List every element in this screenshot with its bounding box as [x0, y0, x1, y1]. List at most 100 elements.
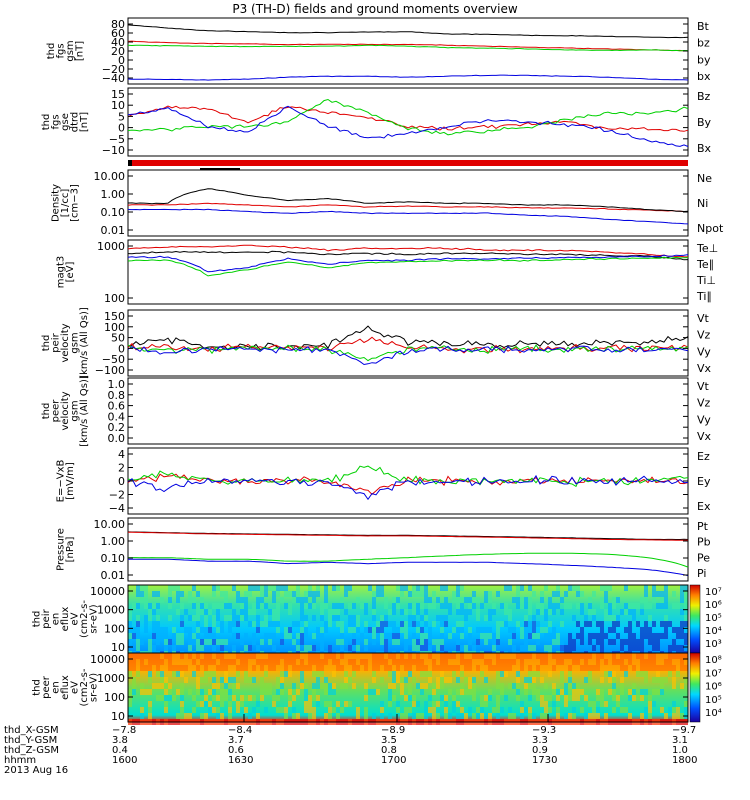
spectrogram-cell — [196, 659, 200, 665]
spectrogram-cell — [616, 695, 620, 701]
spectrogram-cell — [304, 665, 308, 671]
spectrogram-cell — [620, 639, 624, 645]
spectrogram-cell — [340, 645, 344, 651]
spectrogram-cell — [128, 665, 132, 671]
spectrogram-cell — [484, 597, 488, 603]
spectrogram-cell — [276, 707, 280, 713]
spectrogram-cell — [192, 671, 196, 677]
y-axis-label-line: thd — [41, 335, 52, 352]
spectrogram-cell — [300, 627, 304, 633]
spectrogram-cell — [444, 653, 448, 659]
spectrogram-cell — [428, 627, 432, 633]
spectrogram-cell — [584, 713, 588, 719]
spectrogram-cell — [680, 713, 684, 719]
spectrogram-cell — [372, 591, 376, 597]
spectrogram-cell — [224, 653, 228, 659]
spectrogram-cell — [656, 603, 660, 609]
spectrogram-cell — [352, 639, 356, 645]
spectrogram-cell — [180, 615, 184, 621]
spectrogram-cell — [248, 609, 252, 615]
spectrogram-cell — [460, 633, 464, 639]
spectrogram-cell — [308, 659, 312, 665]
spectrogram-cell — [660, 707, 664, 713]
spectrogram-cell — [644, 689, 648, 695]
colorbar-tick-label: 10⁶ — [705, 600, 722, 611]
spectrogram-cell — [188, 665, 192, 671]
spectrogram-cell — [608, 665, 612, 671]
spectrogram-cell — [328, 713, 332, 719]
spectrogram-cell — [316, 585, 320, 591]
spectrogram-cell — [556, 603, 560, 609]
spectrogram-cell — [508, 683, 512, 689]
spectrogram-cell — [296, 665, 300, 671]
spectrogram-cell — [424, 653, 428, 659]
spectrogram-cell — [592, 659, 596, 665]
spectrogram-cell — [304, 653, 308, 659]
spectrogram-cell — [132, 683, 136, 689]
spectrogram-cell — [208, 665, 212, 671]
spectrogram-cell — [232, 695, 236, 701]
spectrogram-cell — [132, 633, 136, 639]
spectrogram-cell — [196, 665, 200, 671]
spectrogram-cell — [572, 713, 576, 719]
spectrogram-cell — [404, 653, 408, 659]
spectrogram-cell — [536, 689, 540, 695]
spectrogram-cell — [560, 671, 564, 677]
spectrogram-cell — [528, 645, 532, 651]
y-tick-label: 0.01 — [101, 224, 126, 237]
spectrogram-cell — [488, 615, 492, 621]
spectrogram-cell — [384, 665, 388, 671]
spectrogram-cell — [220, 639, 224, 645]
spectrogram-cell — [564, 603, 568, 609]
spectrogram-cell — [628, 695, 632, 701]
series-line-fgs-gsm — [127, 44, 689, 52]
spectrogram-cell — [488, 597, 492, 603]
spectrogram-cell — [636, 695, 640, 701]
y-axis-label-line: (cm2-s- — [79, 600, 90, 638]
spectrogram-cell — [556, 695, 560, 701]
spectrogram-cell — [136, 621, 140, 627]
spectrogram-cell — [152, 653, 156, 659]
spectrogram-cell — [680, 591, 684, 597]
y-axis-label-line: gsm — [65, 40, 76, 61]
spectrogram-cell — [452, 591, 456, 597]
spectrogram-cell — [440, 665, 444, 671]
spectrogram-cell — [596, 713, 600, 719]
spectrogram-cell — [252, 585, 256, 591]
spectrogram-cell — [344, 665, 348, 671]
spectrogram-cell — [228, 627, 232, 633]
spectrogram-cell — [332, 659, 336, 665]
spectrogram-cell — [524, 597, 528, 603]
spectrogram-cell — [600, 645, 604, 651]
spectrogram-cell — [452, 659, 456, 665]
spectrogram-cell — [212, 633, 216, 639]
spectrogram-cell — [328, 621, 332, 627]
spectrogram-cell — [420, 591, 424, 597]
spectrogram-cell — [496, 627, 500, 633]
y-axis-label-line: fgs — [51, 114, 62, 129]
spectrogram-cell — [220, 645, 224, 651]
spectrogram-cell — [596, 659, 600, 665]
spectrogram-cell — [552, 653, 556, 659]
spectrogram-cell — [256, 659, 260, 665]
panel-peir-spectrogram: 10⁷10⁶10⁵10⁴10³10000100010010thdpeirenef… — [32, 584, 722, 657]
spectrogram-cell — [280, 659, 284, 665]
spectrogram-cell — [244, 695, 248, 701]
spectrogram-cell — [668, 645, 672, 651]
spectrogram-cell — [420, 671, 424, 677]
spectrogram-cell — [380, 701, 384, 707]
spectrogram-cell — [568, 603, 572, 609]
spectrogram-cell — [560, 645, 564, 651]
spectrogram-cell — [396, 597, 400, 603]
spectrogram-cell — [220, 695, 224, 701]
spectrogram-cell — [360, 659, 364, 665]
spectrogram-cell — [364, 707, 368, 713]
spectrogram-cell — [524, 621, 528, 627]
spectrogram-cell — [272, 591, 276, 597]
spectrogram-cell — [192, 603, 196, 609]
spectrogram-cell — [252, 659, 256, 665]
spectrogram-cell — [220, 621, 224, 627]
spectrogram-cell — [628, 645, 632, 651]
